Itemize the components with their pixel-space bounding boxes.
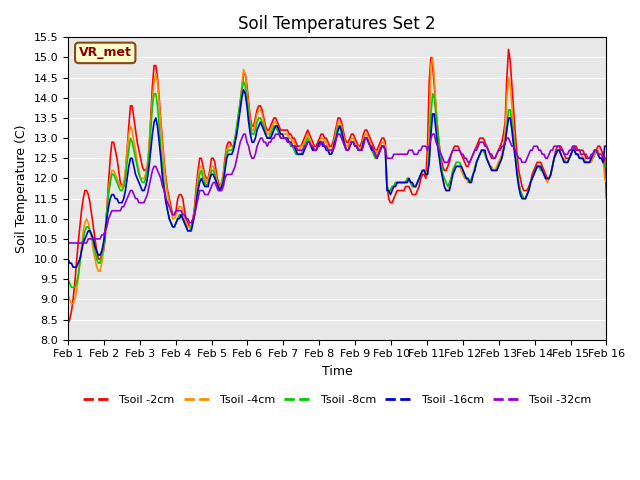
Legend: Tsoil -2cm, Tsoil -4cm, Tsoil -8cm, Tsoil -16cm, Tsoil -32cm: Tsoil -2cm, Tsoil -4cm, Tsoil -8cm, Tsoi… bbox=[78, 391, 596, 410]
Tsoil -8cm bbox=[454, 159, 461, 165]
Tsoil -16cm bbox=[454, 164, 461, 169]
Tsoil -4cm bbox=[344, 144, 352, 149]
Tsoil -32cm bbox=[445, 156, 453, 161]
Tsoil -32cm bbox=[452, 147, 460, 153]
Tsoil -16cm bbox=[240, 87, 248, 93]
Title: Soil Temperatures Set 2: Soil Temperatures Set 2 bbox=[239, 15, 436, 33]
Tsoil -2cm bbox=[444, 164, 452, 169]
Line: Tsoil -8cm: Tsoil -8cm bbox=[68, 82, 607, 288]
Tsoil -2cm bbox=[64, 321, 72, 326]
Tsoil -16cm bbox=[540, 171, 548, 177]
Tsoil -4cm bbox=[143, 164, 151, 169]
Tsoil -8cm bbox=[240, 79, 248, 84]
Tsoil -4cm bbox=[510, 127, 518, 133]
Tsoil -8cm bbox=[346, 144, 354, 149]
Tsoil -4cm bbox=[454, 164, 461, 169]
Tsoil -32cm bbox=[64, 240, 72, 246]
Tsoil -4cm bbox=[447, 176, 455, 181]
Tsoil -2cm bbox=[505, 47, 513, 52]
Tsoil -32cm bbox=[603, 156, 611, 161]
Tsoil -32cm bbox=[344, 147, 352, 153]
Tsoil -16cm bbox=[143, 176, 151, 181]
Tsoil -16cm bbox=[64, 256, 72, 262]
Tsoil -16cm bbox=[510, 144, 518, 149]
Tsoil -4cm bbox=[603, 180, 611, 185]
Tsoil -2cm bbox=[508, 83, 516, 89]
Line: Tsoil -2cm: Tsoil -2cm bbox=[68, 49, 607, 324]
Y-axis label: Soil Temperature (C): Soil Temperature (C) bbox=[15, 124, 28, 253]
Tsoil -8cm bbox=[447, 176, 455, 181]
Tsoil -8cm bbox=[64, 276, 72, 282]
Tsoil -16cm bbox=[69, 264, 77, 270]
Tsoil -8cm bbox=[68, 285, 76, 290]
Text: VR_met: VR_met bbox=[79, 47, 132, 60]
Tsoil -16cm bbox=[603, 144, 611, 149]
Tsoil -32cm bbox=[240, 131, 248, 137]
X-axis label: Time: Time bbox=[322, 365, 353, 378]
Tsoil -8cm bbox=[510, 135, 518, 141]
Tsoil -2cm bbox=[451, 144, 458, 149]
Tsoil -2cm bbox=[538, 164, 546, 169]
Tsoil -32cm bbox=[508, 144, 516, 149]
Line: Tsoil -16cm: Tsoil -16cm bbox=[68, 90, 607, 267]
Tsoil -4cm bbox=[540, 171, 548, 177]
Tsoil -4cm bbox=[68, 300, 76, 306]
Tsoil -2cm bbox=[603, 196, 611, 202]
Tsoil -2cm bbox=[342, 139, 350, 145]
Tsoil -8cm bbox=[540, 171, 548, 177]
Line: Tsoil -32cm: Tsoil -32cm bbox=[68, 134, 607, 243]
Tsoil -2cm bbox=[142, 168, 150, 173]
Tsoil -8cm bbox=[143, 168, 151, 173]
Tsoil -16cm bbox=[447, 180, 455, 185]
Tsoil -32cm bbox=[142, 196, 150, 202]
Tsoil -4cm bbox=[64, 292, 72, 298]
Line: Tsoil -4cm: Tsoil -4cm bbox=[68, 58, 607, 303]
Tsoil -4cm bbox=[429, 55, 436, 60]
Tsoil -32cm bbox=[538, 151, 546, 157]
Tsoil -16cm bbox=[346, 144, 354, 149]
Tsoil -8cm bbox=[603, 164, 611, 169]
